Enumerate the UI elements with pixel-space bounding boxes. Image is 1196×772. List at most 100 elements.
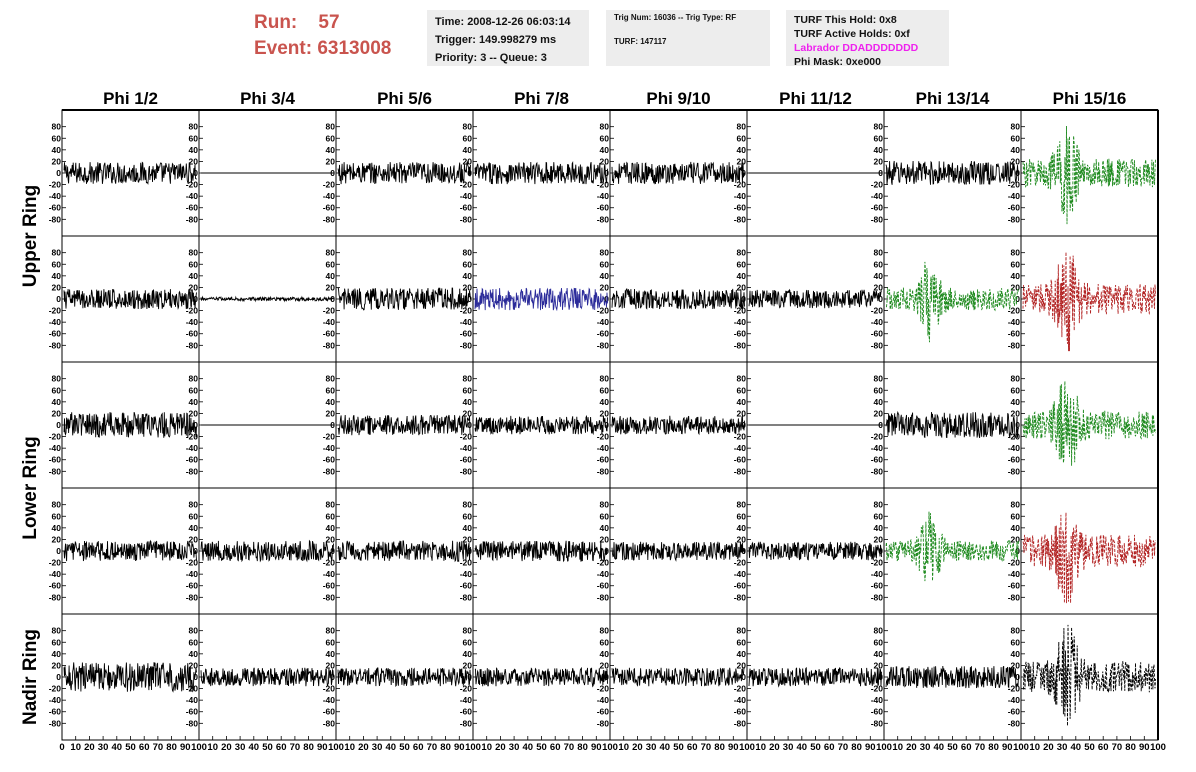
x-tick-label: 50 bbox=[536, 742, 547, 753]
y-tick-label: -20 bbox=[49, 684, 62, 694]
y-tick-label: 40 bbox=[737, 271, 747, 281]
ring-label-2: Lower Ring bbox=[20, 436, 41, 539]
y-tick-label: 20 bbox=[52, 534, 62, 544]
y-tick-label: -40 bbox=[871, 317, 884, 327]
y-tick-label: -60 bbox=[597, 707, 610, 717]
x-tick-label: 20 bbox=[84, 742, 95, 753]
y-tick-label: -40 bbox=[597, 569, 610, 579]
x-tick-label: 20 bbox=[221, 742, 232, 753]
y-tick-label: -20 bbox=[734, 306, 747, 316]
y-tick-label: -20 bbox=[49, 558, 62, 568]
y-tick-label: -60 bbox=[734, 581, 747, 591]
y-tick-label: 80 bbox=[189, 500, 199, 510]
x-tick-label: 70 bbox=[153, 742, 164, 753]
y-tick-label: 60 bbox=[737, 259, 747, 269]
y-tick-label: 40 bbox=[600, 145, 610, 155]
y-tick-label: 40 bbox=[600, 649, 610, 659]
x-tick-label: 80 bbox=[851, 742, 862, 753]
y-tick-label: 0 bbox=[1015, 672, 1020, 682]
y-tick-label: -80 bbox=[871, 718, 884, 728]
y-tick-label: 20 bbox=[874, 660, 884, 670]
y-tick-label: 40 bbox=[463, 397, 473, 407]
x-tick-label: 90 bbox=[865, 742, 876, 753]
y-tick-label: -40 bbox=[323, 569, 336, 579]
y-tick-label: 80 bbox=[874, 248, 884, 258]
x-tick-label: 10 bbox=[207, 742, 218, 753]
waveform-trace bbox=[611, 541, 745, 562]
y-tick-label: 80 bbox=[52, 122, 62, 132]
y-tick-label: -40 bbox=[871, 569, 884, 579]
y-tick-label: 20 bbox=[463, 534, 473, 544]
y-tick-label: 80 bbox=[189, 374, 199, 384]
y-tick-label: 40 bbox=[1011, 397, 1021, 407]
y-tick-label: -40 bbox=[460, 317, 473, 327]
x-tick-label: 10 bbox=[481, 742, 492, 753]
y-tick-label: -80 bbox=[597, 592, 610, 602]
y-tick-label: 80 bbox=[189, 122, 199, 132]
y-tick-label: 40 bbox=[874, 271, 884, 281]
y-tick-label: 20 bbox=[326, 282, 336, 292]
x-tick-label: 30 bbox=[372, 742, 383, 753]
y-tick-label: 40 bbox=[874, 523, 884, 533]
y-tick-label: 80 bbox=[737, 626, 747, 636]
y-tick-label: -60 bbox=[460, 707, 473, 717]
x-tick-label: 0 bbox=[59, 742, 64, 753]
y-tick-label: -20 bbox=[186, 684, 199, 694]
x-tick-label: 60 bbox=[961, 742, 972, 753]
waveform-trace bbox=[611, 161, 745, 185]
y-tick-label: 20 bbox=[326, 660, 336, 670]
y-tick-label: 20 bbox=[737, 534, 747, 544]
waveform-trace bbox=[63, 662, 197, 693]
y-tick-label: 20 bbox=[1011, 660, 1021, 670]
y-tick-label: -20 bbox=[323, 432, 336, 442]
y-tick-label: -40 bbox=[186, 191, 199, 201]
x-tick-label: 60 bbox=[276, 742, 287, 753]
y-tick-label: -60 bbox=[323, 329, 336, 339]
y-tick-label: 80 bbox=[52, 500, 62, 510]
x-tick-label: 50 bbox=[399, 742, 410, 753]
y-tick-label: -80 bbox=[460, 340, 473, 350]
x-tick-label: 10 bbox=[1029, 742, 1040, 753]
y-tick-label: 0 bbox=[193, 672, 198, 682]
y-tick-label: -40 bbox=[323, 191, 336, 201]
y-tick-label: 60 bbox=[52, 133, 62, 143]
y-tick-label: -40 bbox=[597, 191, 610, 201]
y-tick-label: -60 bbox=[49, 707, 62, 717]
y-tick-label: 60 bbox=[52, 637, 62, 647]
y-tick-label: 0 bbox=[741, 672, 746, 682]
y-tick-label: 20 bbox=[52, 408, 62, 418]
y-tick-label: 40 bbox=[600, 523, 610, 533]
y-tick-label: -40 bbox=[323, 695, 336, 705]
y-tick-label: -20 bbox=[323, 684, 336, 694]
y-tick-label: 20 bbox=[737, 408, 747, 418]
y-tick-label: 40 bbox=[52, 145, 62, 155]
y-tick-label: 60 bbox=[189, 637, 199, 647]
y-tick-label: 80 bbox=[600, 122, 610, 132]
y-tick-label: -40 bbox=[49, 317, 62, 327]
y-tick-label: 60 bbox=[874, 259, 884, 269]
y-tick-label: 60 bbox=[189, 385, 199, 395]
y-tick-label: -60 bbox=[734, 203, 747, 213]
y-tick-label: -20 bbox=[597, 558, 610, 568]
y-tick-label: -20 bbox=[871, 180, 884, 190]
y-tick-label: 60 bbox=[1011, 637, 1021, 647]
x-tick-label: 30 bbox=[235, 742, 246, 753]
y-tick-label: -80 bbox=[460, 592, 473, 602]
y-tick-label: 80 bbox=[52, 626, 62, 636]
y-tick-label: -60 bbox=[597, 581, 610, 591]
y-tick-label: -80 bbox=[323, 466, 336, 476]
waveform-trace bbox=[1022, 512, 1156, 604]
y-tick-label: -20 bbox=[871, 306, 884, 316]
y-tick-label: -60 bbox=[186, 581, 199, 591]
y-tick-label: 60 bbox=[1011, 133, 1021, 143]
y-tick-label: 0 bbox=[1015, 294, 1020, 304]
y-tick-label: -60 bbox=[871, 707, 884, 717]
y-tick-label: -40 bbox=[186, 569, 199, 579]
x-tick-label: 60 bbox=[824, 742, 835, 753]
x-tick-label: 30 bbox=[783, 742, 794, 753]
y-tick-label: 40 bbox=[874, 397, 884, 407]
y-tick-label: -40 bbox=[460, 191, 473, 201]
y-tick-label: -20 bbox=[734, 180, 747, 190]
y-tick-label: -80 bbox=[597, 340, 610, 350]
y-tick-label: 60 bbox=[189, 133, 199, 143]
